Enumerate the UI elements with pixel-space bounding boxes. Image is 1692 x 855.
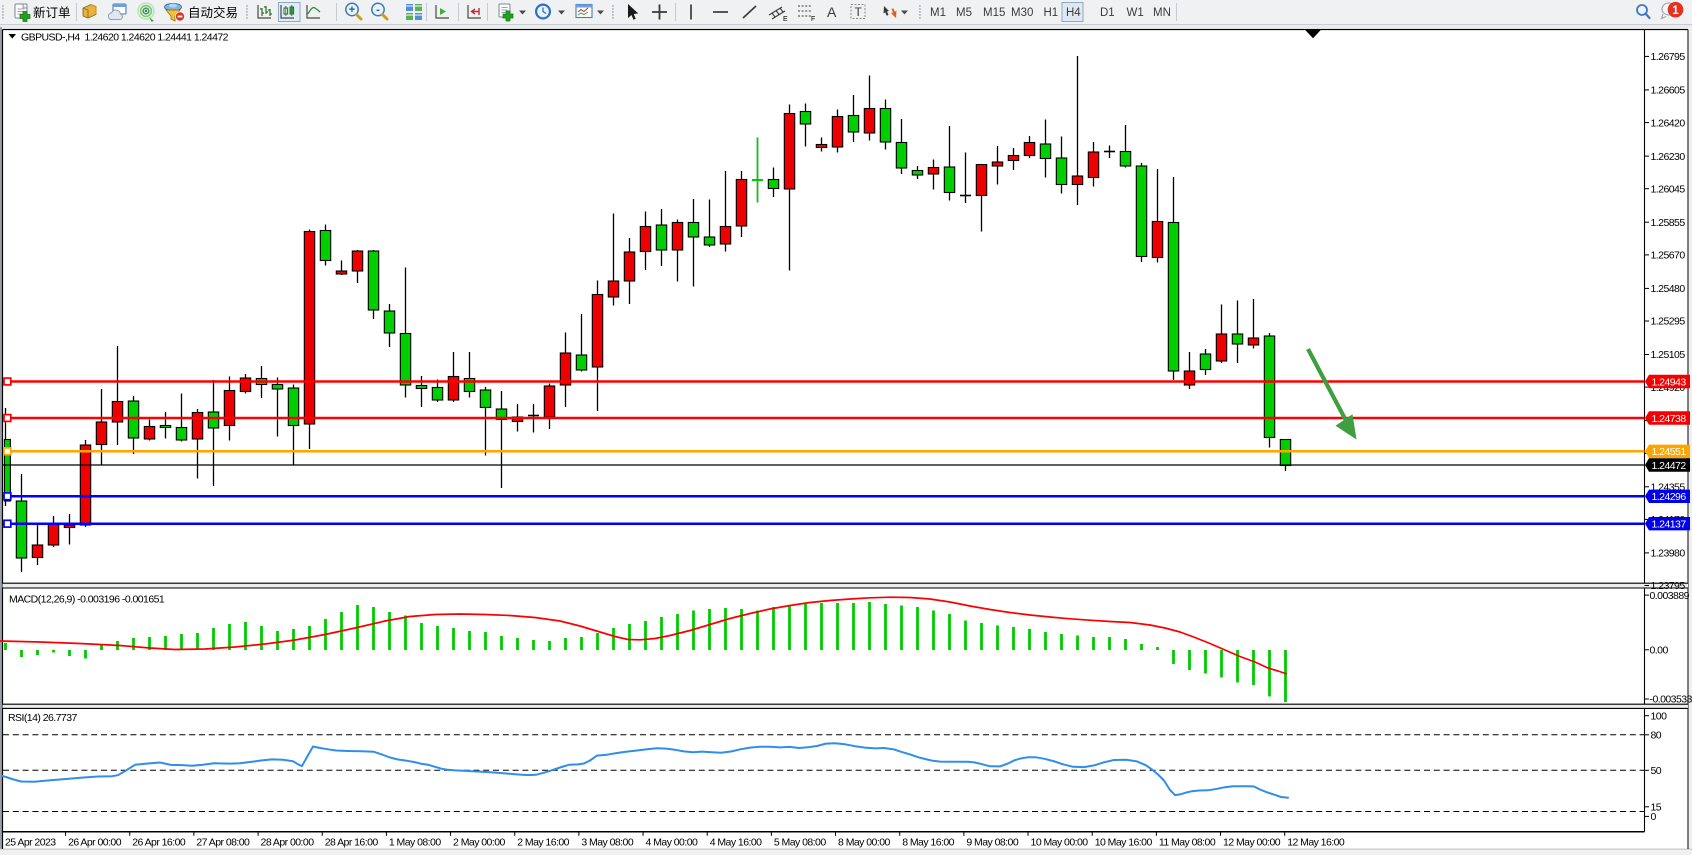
svg-text:0: 0 [1651, 811, 1657, 823]
svg-text:1.25855: 1.25855 [1651, 217, 1686, 229]
svg-text:+: + [349, 4, 355, 16]
svg-text:1.24943: 1.24943 [1652, 376, 1687, 388]
svg-text:50: 50 [1651, 765, 1662, 777]
svg-text:MACD(12,26,9) -0.003196 -0.001: MACD(12,26,9) -0.003196 -0.001651 [9, 594, 165, 606]
svg-text:80: 80 [1651, 730, 1662, 742]
svg-text:10 May 16:00: 10 May 16:00 [1095, 837, 1153, 849]
svg-text:1.23980: 1.23980 [1651, 548, 1686, 560]
svg-text:M30: M30 [1011, 7, 1033, 19]
svg-text:M1: M1 [930, 7, 946, 19]
svg-text:RSI(14) 26.7737: RSI(14) 26.7737 [8, 712, 78, 724]
svg-text:3 May 08:00: 3 May 08:00 [581, 837, 633, 849]
svg-text:1.23795: 1.23795 [1651, 580, 1686, 592]
svg-text:1.24551: 1.24551 [1652, 446, 1687, 458]
svg-text:100: 100 [1651, 710, 1668, 722]
svg-text:1.25105: 1.25105 [1651, 349, 1686, 361]
svg-text:1.25295: 1.25295 [1651, 316, 1686, 328]
svg-text:-: - [376, 4, 380, 16]
svg-text:1.26045: 1.26045 [1651, 183, 1686, 195]
svg-text:12 May 00:00: 12 May 00:00 [1223, 837, 1281, 849]
svg-text:W1: W1 [1127, 7, 1144, 19]
svg-text:1.26795: 1.26795 [1651, 51, 1686, 63]
svg-text:4 May 00:00: 4 May 00:00 [646, 837, 698, 849]
svg-text:H4: H4 [1066, 7, 1081, 19]
svg-text:自动交易: 自动交易 [188, 5, 238, 20]
svg-text:M15: M15 [983, 7, 1005, 19]
svg-text:1: 1 [1672, 5, 1679, 17]
svg-text:1.24296: 1.24296 [1652, 491, 1687, 503]
svg-text:H1: H1 [1044, 7, 1059, 19]
svg-text:D1: D1 [1100, 7, 1115, 19]
svg-text:1.24137: 1.24137 [1652, 519, 1687, 531]
svg-text:E: E [783, 16, 788, 23]
svg-text:-0.003533: -0.003533 [1650, 694, 1692, 706]
svg-text:15: 15 [1651, 802, 1662, 814]
svg-text:1.24738: 1.24738 [1652, 413, 1687, 425]
svg-text:1.26230: 1.26230 [1651, 151, 1686, 163]
svg-text:11 May 08:00: 11 May 08:00 [1159, 837, 1216, 849]
svg-text:25 Apr 2023: 25 Apr 2023 [5, 837, 56, 849]
svg-text:F: F [811, 16, 815, 23]
svg-text:2 May 16:00: 2 May 16:00 [517, 837, 569, 849]
svg-text:26 Apr 00:00: 26 Apr 00:00 [68, 837, 122, 849]
svg-text:1.25480: 1.25480 [1651, 283, 1686, 295]
svg-text:12 May 16:00: 12 May 16:00 [1287, 837, 1345, 849]
svg-text:28 Apr 00:00: 28 Apr 00:00 [261, 837, 315, 849]
svg-text:0.00: 0.00 [1650, 645, 1669, 657]
svg-text:26 Apr 16:00: 26 Apr 16:00 [132, 837, 186, 849]
svg-text:MN: MN [1153, 7, 1171, 19]
svg-text:8 May 00:00: 8 May 00:00 [838, 837, 890, 849]
svg-text:9 May 08:00: 9 May 08:00 [966, 837, 1018, 849]
svg-text:1.26605: 1.26605 [1651, 85, 1686, 97]
svg-text:8 May 16:00: 8 May 16:00 [902, 837, 954, 849]
svg-text:5 May 08:00: 5 May 08:00 [774, 837, 826, 849]
svg-text:10 May 00:00: 10 May 00:00 [1031, 837, 1089, 849]
svg-text:GBPUSD-,H4 1.24620 1.24620 1.: GBPUSD-,H4 1.24620 1.24620 1.24441 1.244… [21, 31, 229, 43]
svg-text:1.24472: 1.24472 [1652, 460, 1687, 472]
svg-text:T: T [855, 5, 863, 19]
svg-text:1 May 08:00: 1 May 08:00 [389, 837, 441, 849]
svg-text:27 Apr 08:00: 27 Apr 08:00 [196, 837, 250, 849]
svg-text:新订单: 新订单 [33, 5, 71, 20]
svg-text:0.003889: 0.003889 [1650, 590, 1690, 602]
svg-text:A: A [827, 4, 837, 20]
svg-text:2 May 00:00: 2 May 00:00 [453, 837, 505, 849]
svg-text:M5: M5 [956, 7, 972, 19]
svg-text:1.25670: 1.25670 [1651, 250, 1686, 262]
svg-text:4 May 16:00: 4 May 16:00 [710, 837, 762, 849]
svg-text:1.26420: 1.26420 [1651, 117, 1686, 129]
svg-text:28 Apr 16:00: 28 Apr 16:00 [325, 837, 379, 849]
